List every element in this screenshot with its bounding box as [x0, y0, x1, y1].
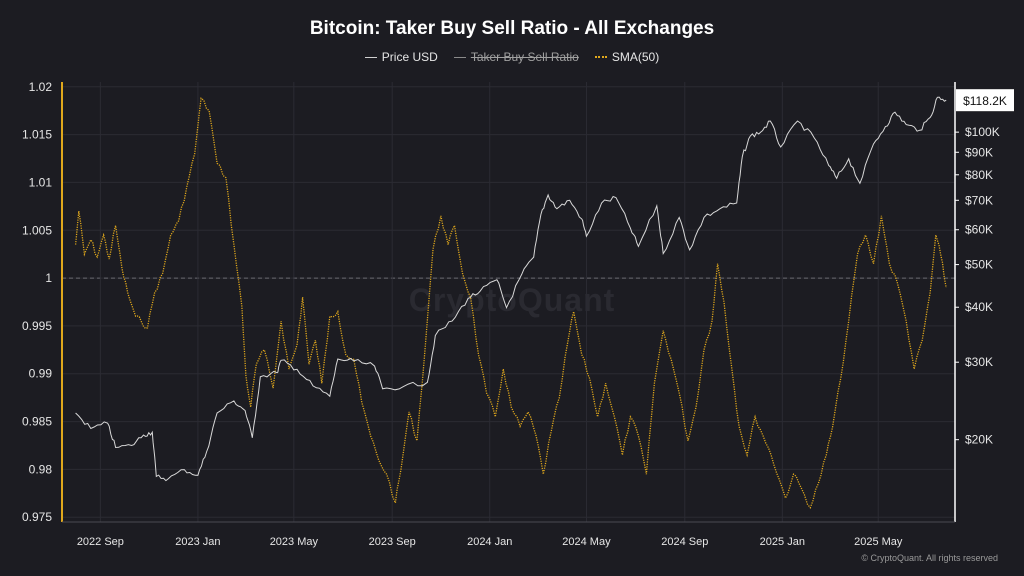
y-left-tick-8: 0.98 [29, 462, 53, 476]
sma-series-layer [74, 97, 947, 509]
y-right-tick-2: $80K [965, 168, 993, 182]
x-tick-8: 2025 May [854, 536, 903, 548]
grid-layer [62, 82, 955, 522]
legend-item-price[interactable]: Price USD [364, 50, 438, 64]
watermark: CryptoQuant [408, 282, 616, 318]
legend-swatch-sma [594, 56, 607, 58]
y-left-tick-4: 1 [45, 271, 52, 285]
sma50-line [74, 97, 947, 509]
y-right-tick-0: $100K [965, 125, 1000, 139]
x-tick-0: 2022 Sep [77, 536, 124, 548]
y-left-tick-7: 0.985 [22, 415, 52, 429]
y-left-tick-0: 1.02 [29, 80, 53, 94]
chart-legend: Price USD Taker Buy Sell Ratio SMA(50) [0, 50, 1024, 64]
y-right-tick-3: $70K [965, 193, 993, 207]
y-left-tick-5: 0.995 [22, 319, 52, 333]
y-right-tick-7: $30K [965, 355, 993, 369]
legend-label-taker-ratio: Taker Buy Sell Ratio [470, 50, 579, 64]
y-right-tick-6: $40K [965, 300, 993, 314]
x-tick-4: 2024 Jan [467, 536, 512, 548]
legend-label-price: Price USD [381, 50, 438, 64]
legend-label-sma: SMA(50) [611, 50, 660, 64]
y-left-tick-6: 0.99 [29, 367, 53, 381]
current-price-badge [956, 89, 1014, 112]
price-usd-line [75, 96, 947, 482]
current-price-label: $118.2K [963, 94, 1007, 108]
y-left-tick-3: 1.005 [22, 223, 52, 237]
x-tick-2: 2023 May [270, 536, 319, 548]
y-right-tick-8: $20K [965, 433, 993, 447]
y-right-tick-5: $50K [965, 258, 993, 272]
y-left-tick-1: 1.015 [22, 128, 52, 142]
legend-item-taker-ratio[interactable]: Taker Buy Sell Ratio [453, 50, 579, 64]
y-left-tick-2: 1.01 [29, 175, 53, 189]
legend-item-sma[interactable]: SMA(50) [594, 50, 660, 64]
y-right-tick-1: $90K [965, 145, 993, 159]
chart-title: Bitcoin: Taker Buy Sell Ratio - All Exch… [309, 18, 715, 39]
x-tick-5: 2024 May [562, 536, 611, 548]
x-tick-1: 2023 Jan [175, 536, 220, 548]
x-tick-3: 2023 Sep [369, 536, 416, 548]
legend-swatch-price [364, 56, 377, 58]
axis-labels-layer: 1.02 1.015 1.01 1.005 1 0.995 0.99 0.985 0.98 0.9… [22, 80, 1014, 548]
copyright-text: © CryptoQuant. All rights reserved [861, 553, 998, 563]
y-left-tick-9: 0.975 [22, 510, 52, 524]
legend-swatch-taker-ratio [453, 56, 466, 58]
price-series-layer [75, 96, 947, 482]
x-tick-7: 2025 Jan [760, 536, 805, 548]
y-right-tick-4: $60K [965, 223, 993, 237]
x-tick-6: 2024 Sep [661, 536, 708, 548]
axis-layer [61, 82, 959, 523]
